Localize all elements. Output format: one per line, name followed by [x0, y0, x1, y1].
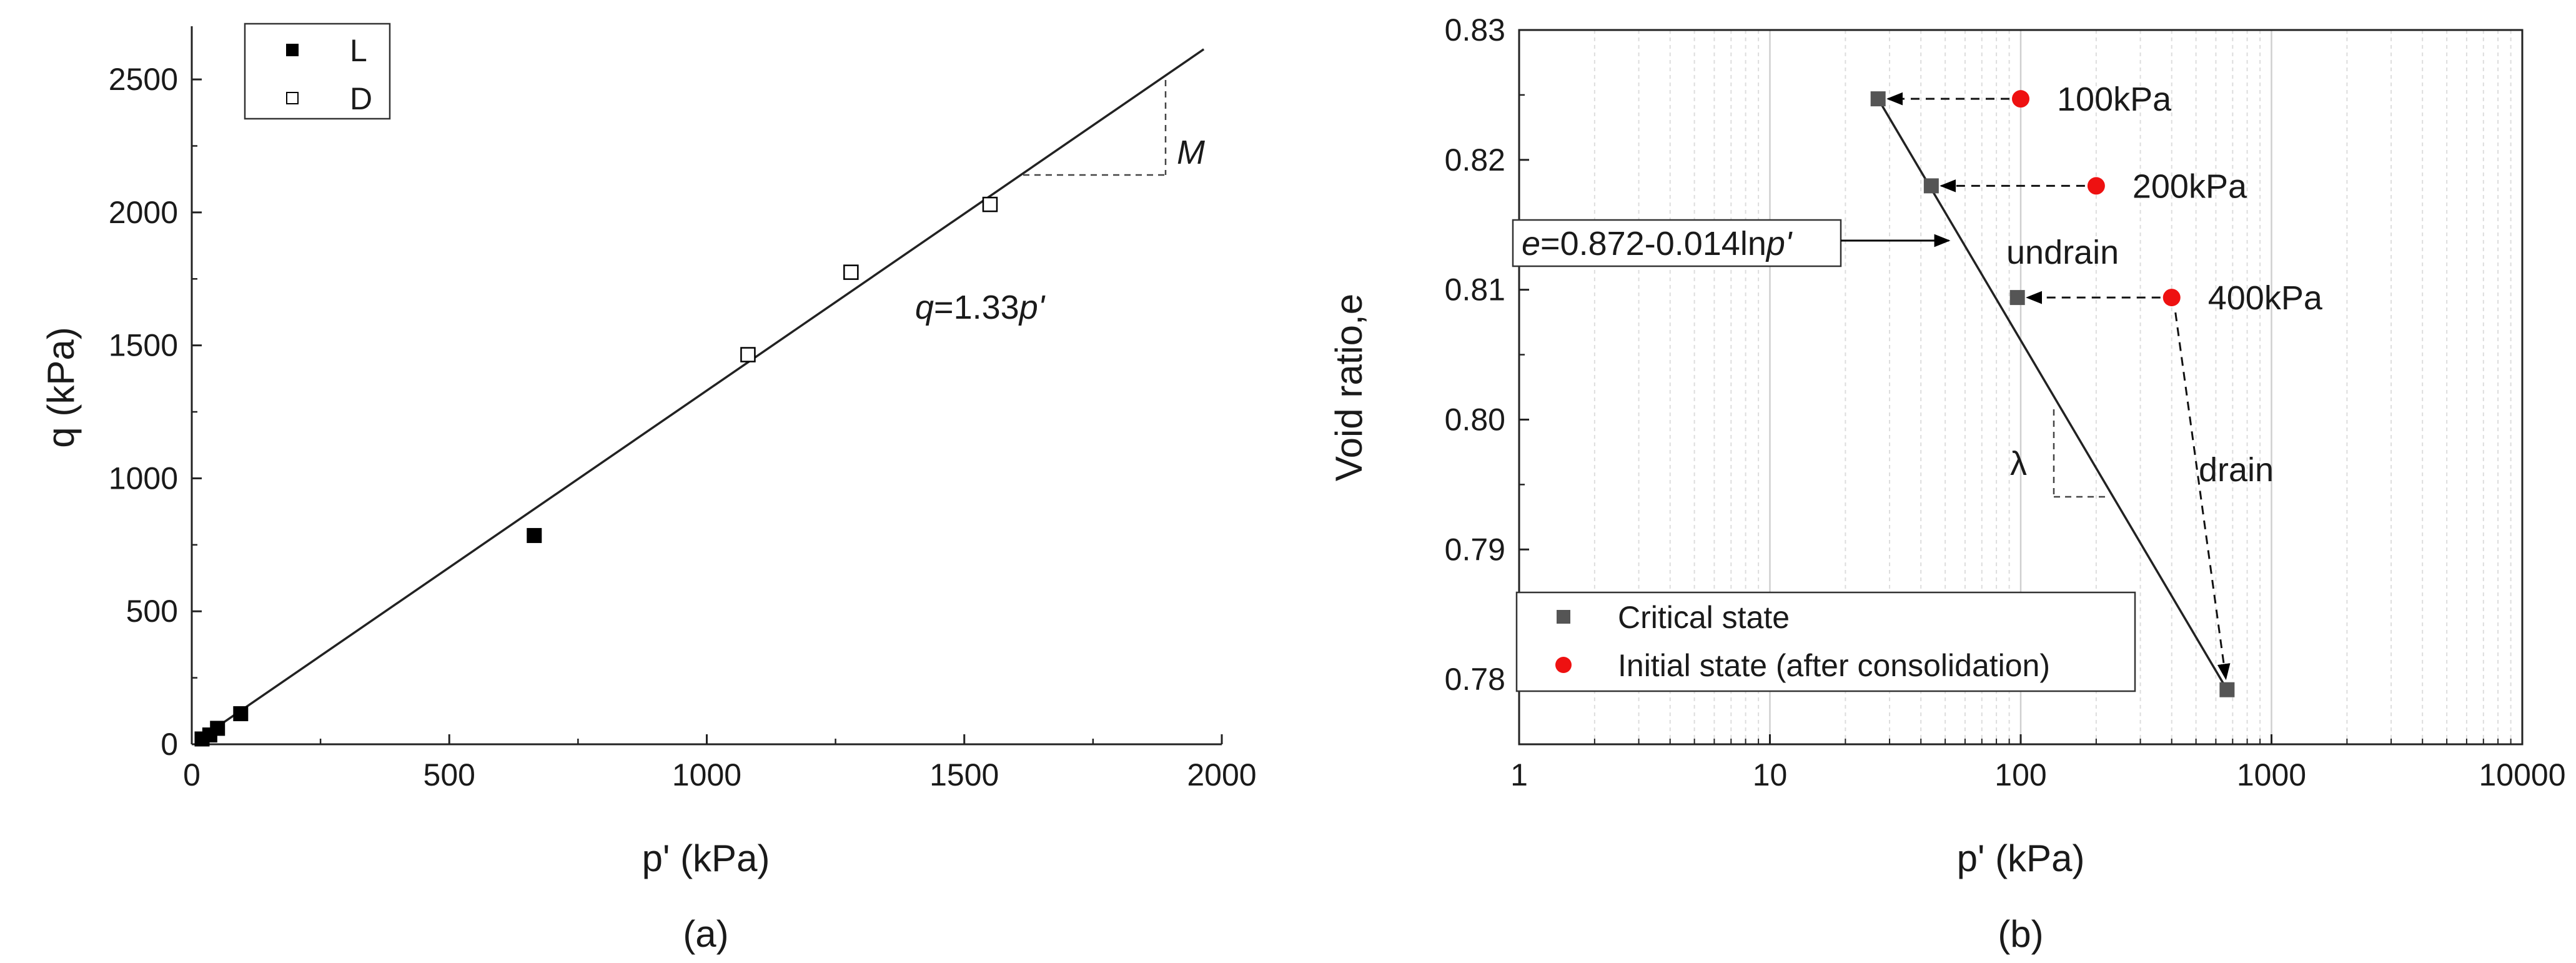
- chart-b-x-tick-label: 1000: [2237, 757, 2306, 792]
- chart-b-legend-label-critical: Critical state: [1618, 600, 1790, 635]
- chart-b-eq-mid: =0.872-0.014ln: [1540, 225, 1766, 262]
- chart-b-y-tick-label: 0.79: [1445, 532, 1505, 567]
- chart-b-eq-prefix: e: [1522, 225, 1540, 262]
- chart-b-x-tick-label: 10000: [2479, 757, 2565, 792]
- chart-b-point-label: 200kPa: [2133, 167, 2247, 205]
- chart-b-y-tick-label: 0.83: [1445, 12, 1505, 47]
- chart-b-equation-box: [1512, 219, 1842, 267]
- chart-b-annotation-drain: drain: [2199, 451, 2274, 489]
- chart-a-y-tick-label: 1500: [109, 328, 178, 363]
- chart-a-x-tick-label: 0: [183, 757, 201, 792]
- chart-a-legend-marker-D: [286, 92, 299, 104]
- chart-b-y-tick-label: 0.81: [1445, 272, 1505, 307]
- chart-b-point-critical-state: [1923, 178, 1939, 194]
- chart-b-legend-marker-critical: [1557, 610, 1570, 624]
- chart-a-y-tick-label: 2000: [109, 195, 178, 230]
- chart-a-x-tick-label: 2000: [1187, 757, 1256, 792]
- chart-b-legend: Critical state Initial state (after cons…: [1515, 591, 2136, 692]
- chart-a-point-L: [233, 706, 249, 722]
- chart-b-x-tick-label: 1: [1510, 757, 1528, 792]
- chart-b-point-critical-state: [1870, 91, 1886, 107]
- chart-b-point-initial-state: [2012, 90, 2029, 108]
- chart-a-x-tick-label: 1500: [929, 757, 999, 792]
- chart-a-slope-label: M: [1177, 134, 1205, 171]
- chart-b-legend-box: [1515, 591, 2136, 692]
- chart-b-y-tick-label: 0.82: [1445, 142, 1505, 177]
- chart-b-annotation-undrain: undrain: [2006, 234, 2119, 271]
- chart-a-point-D: [982, 196, 998, 212]
- chart-b-lambda-label: λ: [2010, 445, 2027, 482]
- chart-a-y-tick-label: 2500: [109, 62, 178, 97]
- chart-a: 0 500 1000 1500 2000 0 500 1000 1500 2000 2500 M q…: [40, 22, 1257, 955]
- chart-b-point-critical-state: [2009, 290, 2025, 306]
- chart-b-y-axis-label: Void ratio,e: [1328, 294, 1370, 481]
- chart-a-y-axis-label: q (kPa): [40, 327, 82, 447]
- chart-b-point-initial-state: [2162, 289, 2181, 307]
- chart-a-legend-box: [244, 22, 391, 120]
- chart-a-x-axis-label: p' (kPa): [642, 837, 770, 879]
- chart-b-x-tick-label: 10: [1753, 757, 1788, 792]
- chart-b-point-initial-state: [2087, 177, 2105, 195]
- chart-a-fit-equation: q=1.33p': [915, 289, 1046, 326]
- chart-b-y-tick-label: 0.80: [1445, 402, 1505, 437]
- chart-b-x-axis-label: p' (kPa): [1957, 837, 2085, 879]
- chart-a-legend: L D: [244, 22, 391, 120]
- chart-a-fit-line: [222, 48, 1205, 724]
- chart-a-point-L: [527, 527, 542, 543]
- chart-a-eq-mid: =1.33: [934, 289, 1019, 326]
- chart-b-point-label: 400kPa: [2208, 279, 2323, 317]
- chart-b-legend-label-initial: Initial state (after consolidation): [1618, 648, 2050, 683]
- chart-b-legend-marker-initial: [1555, 657, 1572, 673]
- chart-b-drained-path-arrow: [2174, 312, 2231, 681]
- chart-b-x-tick-label: 100: [1994, 757, 2046, 792]
- chart-b-point-label: 100kPa: [2057, 81, 2172, 118]
- chart-b-fit-equation: e=0.872-0.014lnp': [1522, 225, 1793, 262]
- chart-a-point-D: [843, 264, 859, 280]
- chart-a-y-tick-label: 1000: [109, 461, 178, 496]
- chart-a-y-tick-label: 0: [161, 727, 178, 762]
- chart-a-eq-prefix: q: [915, 289, 934, 326]
- chart-a-legend-label-D: D: [350, 81, 372, 116]
- chart-b-critical-state-line: [1877, 98, 2228, 691]
- chart-b: 1 10 100 1000 100000.780.790.800.810.820.83 …: [1328, 12, 2566, 955]
- chart-b-eq-suffix: p': [1765, 225, 1793, 262]
- chart-a-x-tick-label: 500: [424, 757, 475, 792]
- chart-b-y-tick-label: 0.78: [1445, 662, 1505, 697]
- chart-a-point-D: [740, 347, 756, 362]
- chart-a-point-L: [210, 721, 225, 736]
- chart-b-point-critical-state: [2219, 682, 2235, 697]
- chart-a-x-tick-label: 1000: [672, 757, 741, 792]
- chart-a-legend-marker-L: [286, 44, 299, 56]
- chart-b-panel-label: (b): [1998, 913, 2043, 955]
- chart-a-eq-suffix: p': [1018, 289, 1046, 326]
- chart-a-legend-label-L: L: [350, 33, 367, 68]
- chart-a-y-tick-label: 500: [126, 594, 178, 629]
- chart-a-panel-label: (a): [683, 913, 728, 955]
